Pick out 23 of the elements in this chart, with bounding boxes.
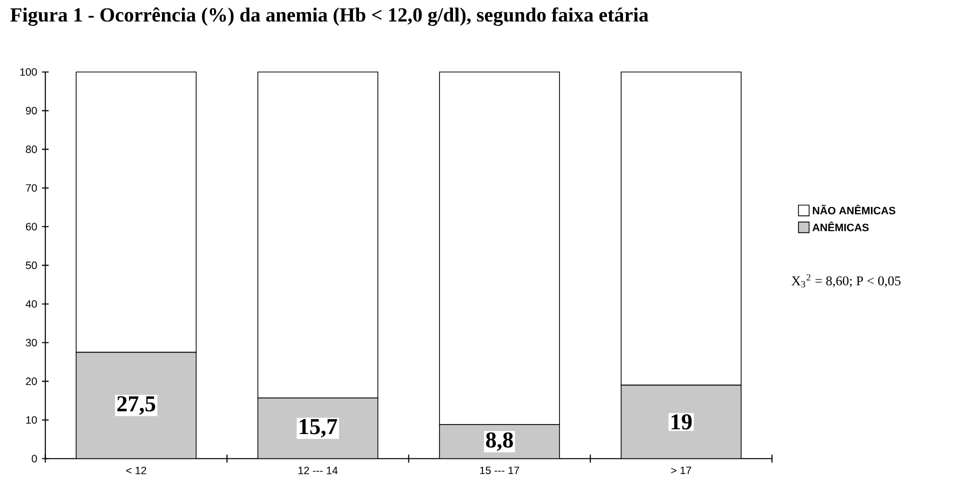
- text: X$_{3}$$^{2}$ = 8,60; P < 0,05: [792, 274, 900, 288]
- x-tick-label: 12 --- 14: [298, 466, 338, 474]
- y-tick-label: 20: [26, 378, 37, 386]
- y-tick-label: 0: [32, 454, 37, 462]
- data-label: 19: [672, 414, 692, 430]
- x-tick-label: < 12: [126, 466, 146, 474]
- y-tick-label: 50: [26, 262, 37, 270]
- legend-label: ANÊMICAS: [812, 222, 869, 232]
- x-tick-label: 15 --- 17: [480, 466, 520, 474]
- chart-title: Figura 1 - Ocorrência (%) da anemia (Hb < 12,0 g/dl), segundo faixa etária: [10, 7, 648, 26]
- data-label: 15,7: [300, 419, 338, 438]
- y-tick-label: 40: [26, 300, 37, 308]
- y-tick-label: 90: [26, 106, 37, 114]
- y-tick-label: 30: [26, 338, 37, 346]
- y-tick-label: 60: [26, 222, 37, 230]
- y-tick-label: 10: [26, 416, 37, 424]
- data-label: 27,5: [117, 396, 156, 415]
- y-tick-label: 100: [20, 68, 37, 76]
- data-label: 8,8: [486, 432, 513, 451]
- x-tick-label: > 17: [671, 466, 692, 474]
- legend-label: NÃO ANÊMICAS: [812, 204, 896, 214]
- y-tick-label: 80: [26, 146, 37, 154]
- y-tick-label: 70: [26, 184, 37, 192]
